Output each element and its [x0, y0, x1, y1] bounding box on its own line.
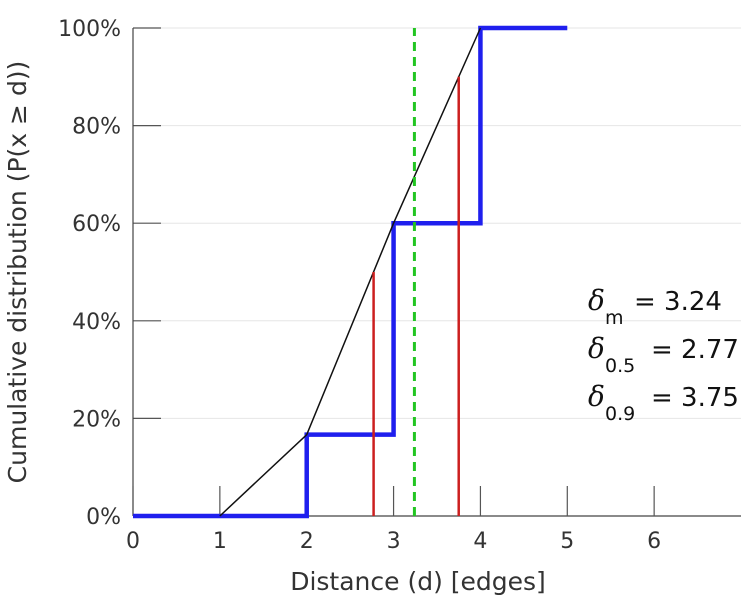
x-tick-labels: 0 1 2 3 4 5 6: [126, 529, 661, 554]
svg-text:= 2.77: = 2.77: [651, 335, 739, 365]
x-tick-label: 6: [647, 529, 661, 554]
x-tick-label: 3: [387, 529, 401, 554]
x-tick-label: 4: [473, 529, 487, 554]
y-tick-labels: 0% 20% 40% 60% 80% 100%: [58, 17, 121, 530]
x-tick-label: 0: [126, 529, 140, 554]
y-tick-label: 20%: [72, 407, 121, 432]
x-axis-label: Distance (d) [edges]: [290, 567, 546, 596]
annotation-median: δ 0.5 = 2.77: [588, 332, 739, 377]
y-tick-label: 80%: [72, 115, 121, 140]
x-tick-label: 2: [300, 529, 314, 554]
svg-text:δ: δ: [588, 332, 605, 365]
axes-layer: [132, 27, 741, 517]
series-layer: [133, 25, 568, 519]
svg-text:0.5: 0.5: [605, 355, 635, 377]
annotation-p90: δ 0.9 = 3.75: [588, 380, 739, 425]
annotation-mean: δ m = 3.24: [588, 284, 722, 329]
x-tick-label: 5: [560, 529, 574, 554]
svg-text:δ: δ: [588, 380, 605, 413]
y-axis-label: Cumulative distribution (P(x ≥ d)): [3, 61, 32, 484]
step-cdf-line: [133, 25, 568, 519]
svg-text:= 3.24: = 3.24: [634, 287, 722, 317]
svg-text:δ: δ: [588, 284, 605, 317]
svg-text:= 3.75: = 3.75: [651, 383, 739, 413]
svg-text:m: m: [605, 307, 624, 329]
y-tick-label: 0%: [86, 505, 121, 530]
x-tick-label: 1: [213, 529, 227, 554]
svg-text:0.9: 0.9: [605, 403, 635, 425]
interpolated-cdf-line: [219, 27, 482, 517]
y-tick-label: 40%: [72, 310, 121, 335]
y-tick-label: 100%: [58, 17, 121, 42]
annotations: δ m = 3.24 δ 0.5 = 2.77 δ 0.9 = 3.75: [588, 284, 739, 425]
vline-layer: [372, 28, 460, 516]
y-tick-label: 60%: [72, 212, 121, 237]
